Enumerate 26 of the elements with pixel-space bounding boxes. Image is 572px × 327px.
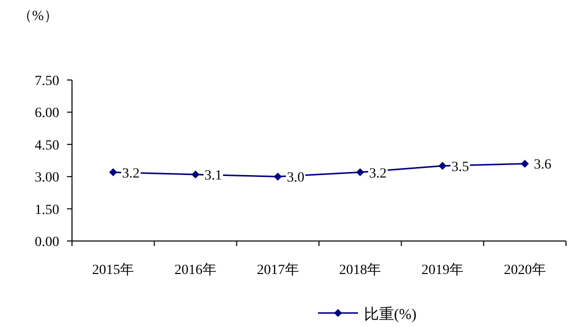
x-tick-label: 2019年	[422, 262, 464, 278]
x-tick-label: 2016年	[174, 262, 216, 278]
point	[274, 172, 282, 181]
data-label: 3.2	[369, 166, 387, 182]
x-tick-label: 2017年	[256, 262, 299, 278]
point	[192, 170, 200, 178]
point	[438, 162, 446, 170]
y-tick-label: 7.50	[34, 74, 60, 89]
x-tick-label: 2020年	[504, 262, 546, 278]
x-tick-label: 2015年	[92, 262, 134, 278]
data-label: 3.1	[204, 168, 222, 184]
y-tick-label: 1.50	[34, 202, 60, 218]
point	[356, 168, 364, 176]
data-label: 3.2	[122, 166, 140, 182]
x-tick-label: 2018年	[339, 262, 382, 278]
y-tick-label: 4.50	[34, 138, 60, 154]
point	[520, 160, 529, 168]
y-axis-title: （%）	[18, 9, 58, 24]
data-label: 3.6	[534, 158, 552, 173]
y-tick-label: 0.00	[34, 235, 60, 250]
y-tick-label: 6.00	[34, 106, 60, 122]
point	[109, 168, 118, 176]
data-label: 3.0	[286, 170, 304, 186]
legend-label: 比重(%)	[364, 306, 416, 323]
y-tick-label: 3.00	[34, 170, 60, 186]
data-label: 3.5	[452, 160, 469, 175]
